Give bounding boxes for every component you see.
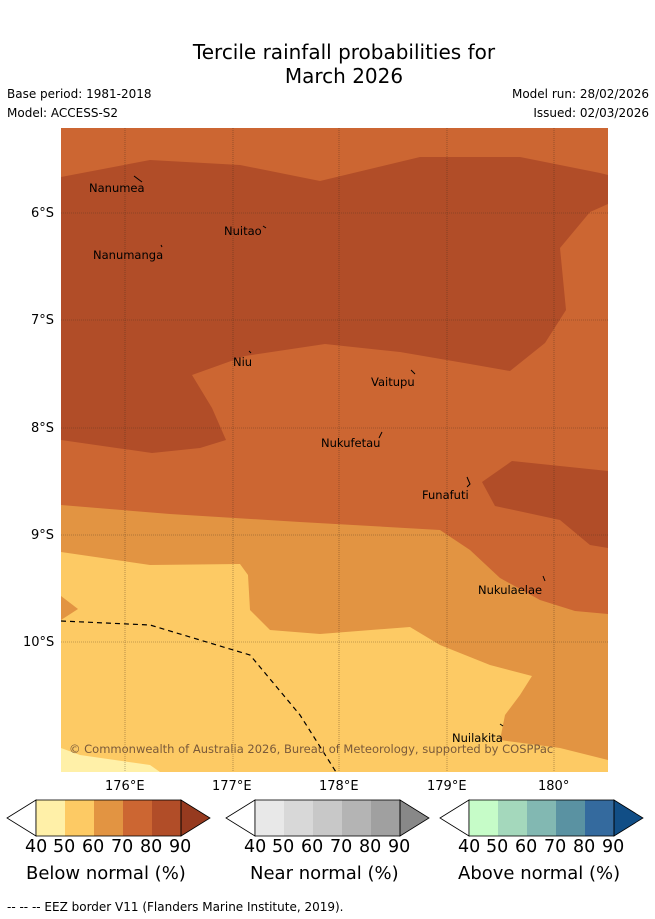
title-line-2: March 2026 <box>284 64 404 88</box>
cbar-below-segment <box>36 800 65 836</box>
cbar-near-tick-50: 50 <box>272 837 295 857</box>
lon-tick-177e: 177°E <box>212 779 252 794</box>
label-nanumea: Nanumea <box>89 181 145 195</box>
cbar-near-segment <box>342 800 371 836</box>
lon-tick-178e: 178°E <box>319 779 359 794</box>
cbar-near-tick-60: 60 <box>301 837 324 857</box>
lat-tick-9s: 9°S <box>31 528 55 543</box>
cbar-near-segment <box>371 800 400 836</box>
cbar-above-outline <box>468 799 615 837</box>
island-mark-nukulaelae <box>542 575 546 582</box>
title-line-1: Tercile rainfall probabilities for <box>192 40 496 64</box>
lat-tick-8s: 8°S <box>31 421 55 436</box>
cbar-above-title: Above normal (%) <box>458 863 621 884</box>
cbar-near-tick-90: 90 <box>388 837 411 857</box>
label-vaitupu: Vaitupu <box>371 375 415 389</box>
label-nuitao: Nuitao <box>224 224 262 238</box>
cbar-below-high-extend <box>180 799 211 837</box>
cbar-near-segment <box>255 800 284 836</box>
zone-40-50-west-notch <box>61 596 78 620</box>
zone-70-80-north <box>61 157 608 453</box>
cbar-below-low-extend <box>6 799 37 837</box>
cbar-near-low-extend <box>225 799 256 837</box>
cbar-above-tick-70: 70 <box>544 837 567 857</box>
island-mark-nanumanga <box>160 244 163 248</box>
cbar-above-tick-40: 40 <box>458 837 481 857</box>
base-period: Base period: 1981-2018 <box>7 87 152 101</box>
cbar-near-tick-40: 40 <box>244 837 267 857</box>
island-mark-funafuti <box>466 476 471 488</box>
zone-70-80-east <box>482 461 608 548</box>
zone-40-50 <box>61 552 608 772</box>
map-title: Tercile rainfall probabilities for March… <box>0 40 655 88</box>
cbar-near-title: Near normal (%) <box>250 863 399 884</box>
island-mark-nanumea <box>133 175 143 183</box>
cbar-below-segment <box>123 800 152 836</box>
cbar-below-segment <box>94 800 123 836</box>
graticule <box>61 128 608 772</box>
lat-tick-6s: 6°S <box>31 206 55 221</box>
cbar-below-outline <box>35 799 182 837</box>
cbar-below-tick-60: 60 <box>82 837 105 857</box>
island-mark-nuilakita <box>499 723 504 727</box>
cbar-below-tick-50: 50 <box>53 837 76 857</box>
label-nuilakita: Nuilakita <box>452 731 503 745</box>
cbar-below-tick-80: 80 <box>140 837 163 857</box>
cbar-near-segment <box>313 800 342 836</box>
cbar-above-high-extend <box>613 799 644 837</box>
cbar-above-low-extend <box>439 799 470 837</box>
model-run: Model run: 28/02/2026 <box>511 87 649 101</box>
cbar-near-high-extend <box>399 799 430 837</box>
cbar-above-segment <box>469 800 498 836</box>
island-shapes <box>133 175 546 727</box>
cbar-near-outline <box>254 799 401 837</box>
model-name: Model: ACCESS-S2 <box>7 106 119 120</box>
lon-tick-180: 180° <box>538 779 570 794</box>
cbar-above-tick-80: 80 <box>573 837 596 857</box>
cbar-above-segment <box>498 800 527 836</box>
cbar-below-tick-40: 40 <box>25 837 48 857</box>
island-mark-nukufetau <box>378 431 383 439</box>
zone-low-south <box>61 748 160 772</box>
island-mark-nuitao <box>262 225 267 229</box>
cbar-below-title: Below normal (%) <box>26 863 186 884</box>
lat-tick-10s: 10°S <box>23 635 55 650</box>
lon-tick-176e: 176°E <box>105 779 145 794</box>
label-funafuti: Funafuti <box>422 488 469 502</box>
cbar-near-segment <box>284 800 313 836</box>
cbar-above-segment <box>585 800 614 836</box>
island-mark-niu <box>248 350 252 354</box>
cbar-near-tick-70: 70 <box>330 837 353 857</box>
label-nukulaelae: Nukulaelae <box>478 583 543 597</box>
cbar-above-tick-60: 60 <box>515 837 538 857</box>
eez-border <box>61 620 337 772</box>
cbar-near-tick-80: 80 <box>359 837 382 857</box>
lon-tick-179e: 179°E <box>427 779 467 794</box>
cbar-above-tick-50: 50 <box>486 837 509 857</box>
label-niu: Niu <box>233 355 253 369</box>
lat-tick-7s: 7°S <box>31 313 55 328</box>
cbar-below-tick-90: 90 <box>169 837 192 857</box>
cbar-above-tick-90: 90 <box>602 837 625 857</box>
issued-date: Issued: 02/03/2026 <box>533 106 649 120</box>
eez-legend-note: -- -- -- EEZ border V11 (Flanders Marine… <box>7 900 344 914</box>
cbar-below-tick-70: 70 <box>111 837 134 857</box>
cbar-above-segment <box>527 800 556 836</box>
cbar-above-segment <box>556 800 585 836</box>
cbar-below-segment <box>65 800 94 836</box>
label-nukufetau: Nukufetau <box>321 436 381 450</box>
island-mark-vaitupu <box>410 369 416 375</box>
copyright-notice: © Commonwealth of Australia 2026, Bureau… <box>69 742 554 756</box>
cbar-below-segment <box>152 800 181 836</box>
label-nanumanga: Nanumanga <box>93 248 164 262</box>
